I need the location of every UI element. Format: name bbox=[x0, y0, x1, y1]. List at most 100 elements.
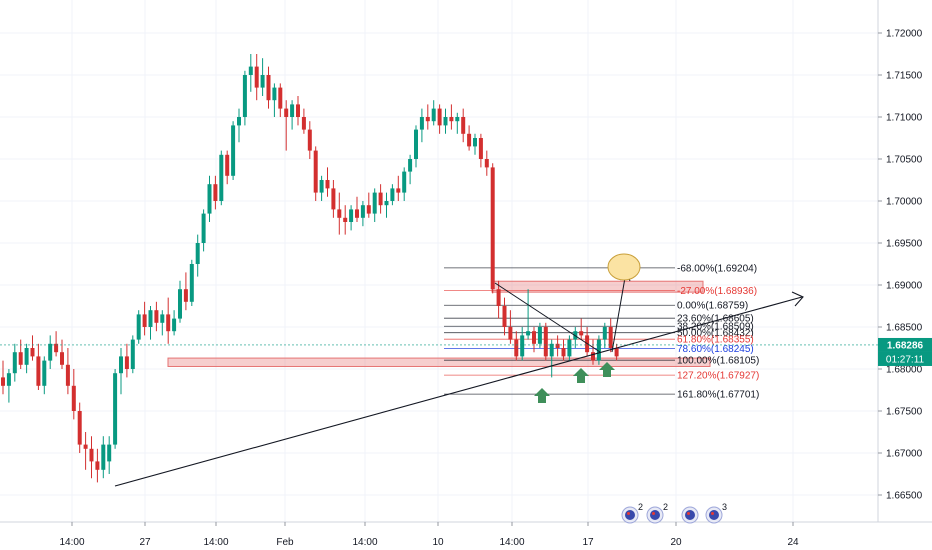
candle-body bbox=[77, 411, 82, 445]
fib-labels: -68.00%(1.69204) -27.00%(1.68936) 0.00%(1.… bbox=[677, 263, 759, 400]
ascending-trendline[interactable] bbox=[114, 296, 803, 487]
time-axis[interactable]: 14:00 27 14:00 Feb 14:00 10 14:00 17 20 24 bbox=[59, 522, 799, 548]
candle bbox=[366, 192, 371, 218]
economic-event-badge[interactable]: 2 bbox=[646, 502, 668, 524]
target-ellipse[interactable] bbox=[607, 253, 641, 281]
candle-body bbox=[60, 352, 64, 365]
candle-body bbox=[89, 448, 94, 462]
candle-body bbox=[431, 108, 436, 122]
up-arrow-icon bbox=[573, 368, 589, 383]
candle-body bbox=[237, 117, 241, 126]
candle bbox=[301, 108, 306, 134]
candle bbox=[614, 343, 619, 361]
fib-level-label: 0.00%(1.68759) bbox=[677, 301, 748, 312]
candle bbox=[124, 343, 129, 378]
descending-trendline[interactable] bbox=[494, 282, 601, 353]
economic-event-badge[interactable]: 2 bbox=[621, 502, 643, 524]
candle-body bbox=[290, 104, 295, 117]
candle bbox=[307, 121, 312, 159]
candle bbox=[508, 310, 513, 344]
drawings-back bbox=[167, 267, 711, 395]
candle bbox=[496, 280, 501, 319]
flag-icon-inner bbox=[709, 510, 719, 520]
time-tick-label: 17 bbox=[582, 537, 594, 548]
candle bbox=[360, 201, 365, 227]
trendline-arrowhead bbox=[791, 291, 804, 307]
fib-level-label: 78.60%(1.68245) bbox=[677, 344, 754, 355]
candle-body bbox=[614, 348, 619, 357]
time-tick-label: 24 bbox=[787, 537, 799, 548]
candle bbox=[514, 331, 519, 361]
candle-body bbox=[478, 138, 483, 159]
time-tick-label: Feb bbox=[276, 537, 294, 548]
price-tick-label: 1.71500 bbox=[886, 71, 923, 82]
candle bbox=[207, 175, 212, 222]
candle bbox=[290, 100, 295, 130]
candle-body bbox=[490, 167, 495, 290]
candle-body bbox=[325, 180, 330, 189]
candle-body bbox=[455, 117, 460, 122]
candle bbox=[349, 205, 354, 231]
candle bbox=[484, 150, 489, 176]
candle bbox=[543, 322, 548, 361]
candle bbox=[467, 125, 472, 151]
candle-body bbox=[24, 348, 29, 365]
candle-body bbox=[242, 75, 247, 117]
candle-body bbox=[313, 150, 318, 193]
candle bbox=[6, 369, 11, 403]
candle-body bbox=[83, 444, 88, 449]
candle-body bbox=[307, 129, 312, 151]
candle bbox=[313, 146, 318, 201]
candle bbox=[384, 192, 389, 218]
candle-body bbox=[396, 188, 401, 193]
price-tick-label: 1.68500 bbox=[886, 323, 923, 334]
candle bbox=[201, 209, 206, 252]
candle bbox=[18, 339, 23, 369]
support-zone[interactable] bbox=[167, 357, 711, 367]
candle-body bbox=[567, 339, 572, 357]
candle bbox=[83, 432, 88, 470]
event-badges[interactable]: 2 2 3 bbox=[621, 502, 727, 524]
candle-body bbox=[473, 138, 477, 147]
candle-body bbox=[467, 133, 472, 147]
candle bbox=[319, 175, 324, 201]
candle-body bbox=[591, 352, 595, 361]
candle-body bbox=[378, 192, 383, 206]
candle bbox=[520, 327, 525, 361]
candle bbox=[48, 335, 53, 369]
time-tick-label: 27 bbox=[139, 537, 151, 548]
candle-body bbox=[207, 184, 212, 214]
candle-body bbox=[12, 352, 17, 374]
candle-body bbox=[502, 306, 507, 327]
candle-body bbox=[272, 87, 277, 101]
candle-body bbox=[602, 327, 607, 340]
fib-level-label: 100.00%(1.68105) bbox=[677, 356, 759, 367]
candle-body bbox=[195, 243, 200, 264]
candle-body bbox=[555, 343, 560, 348]
candle bbox=[71, 369, 76, 420]
candle bbox=[242, 70, 247, 126]
price-axis[interactable]: 1.72000 1.71500 1.71000 1.70500 1.70000 1.695… bbox=[878, 29, 923, 502]
candle bbox=[36, 343, 41, 390]
candle bbox=[119, 348, 123, 395]
economic-event-badge[interactable]: 3 bbox=[705, 502, 727, 524]
candle bbox=[89, 436, 94, 479]
economic-event-badge[interactable] bbox=[681, 506, 699, 524]
candle bbox=[65, 348, 70, 395]
fib-level-label: 127.20%(1.67927) bbox=[677, 371, 759, 382]
candle bbox=[95, 448, 100, 483]
candle-body bbox=[266, 75, 271, 101]
candle-body bbox=[178, 289, 182, 319]
candle-body bbox=[514, 339, 519, 357]
candle-body bbox=[390, 188, 395, 201]
candle bbox=[148, 306, 153, 340]
candle-body bbox=[419, 117, 424, 130]
projection-line[interactable] bbox=[611, 271, 627, 353]
up-arrow-icon bbox=[599, 362, 615, 377]
fib-level-label: 50.00%(1.68432) bbox=[677, 328, 754, 339]
candle bbox=[272, 83, 277, 117]
flag-icon-inner bbox=[625, 510, 635, 520]
candle-body bbox=[18, 352, 23, 365]
candle-body bbox=[160, 314, 165, 323]
